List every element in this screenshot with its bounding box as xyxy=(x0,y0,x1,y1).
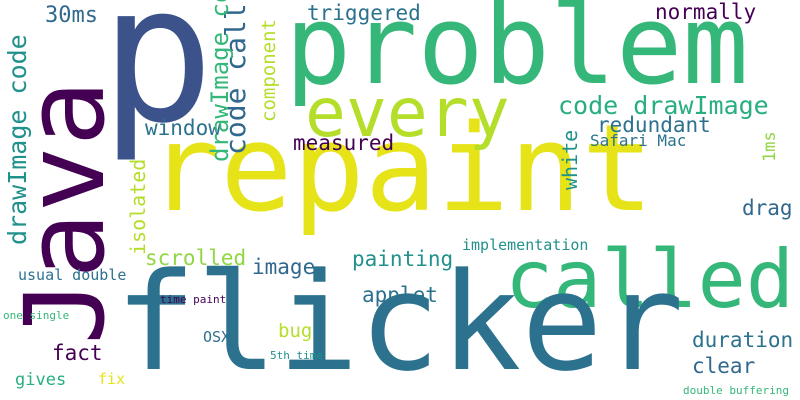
word-white: white xyxy=(558,129,582,190)
word-time-paint: time paint xyxy=(160,293,227,306)
word-usual-double: usual double xyxy=(18,266,127,284)
word-triggered: triggered xyxy=(307,1,421,25)
word-safari-mac: Safari Mac xyxy=(590,131,687,150)
word-called: called xyxy=(505,233,794,326)
word-code-drawimage: code drawImage xyxy=(558,91,769,120)
word-drawimage-code: drawImage code xyxy=(206,0,234,162)
word-redundant: redundant xyxy=(597,113,711,137)
word-isolated: isolated xyxy=(126,158,150,255)
word-p: p xyxy=(100,0,215,165)
word-painting: painting xyxy=(352,247,454,271)
word-fix: fix xyxy=(98,370,126,388)
word-30ms: 30ms xyxy=(45,3,98,28)
word-problem: problem xyxy=(285,0,749,109)
word-scrolled: scrolled xyxy=(145,246,247,270)
word-osx: OSX xyxy=(203,328,231,346)
word-1ms: 1ms xyxy=(760,131,780,162)
word-gives: gives xyxy=(15,370,67,390)
word-clear: clear xyxy=(692,354,756,378)
word-bug: bug xyxy=(278,320,313,342)
word-5th-time: 5th time xyxy=(270,349,323,362)
word-drawimage-code: drawImage code xyxy=(3,34,32,245)
word-drag: drag xyxy=(742,196,793,220)
word-one-single: one single xyxy=(3,309,70,322)
word-window: window xyxy=(145,116,221,140)
word-image: image xyxy=(252,255,316,279)
word-fact: fact xyxy=(52,341,103,365)
word-implementation: implementation xyxy=(462,236,589,254)
word-component: component xyxy=(258,19,280,122)
word-normally: normally xyxy=(655,0,757,24)
word-flicker: flicker xyxy=(115,244,684,400)
word-measured: measured xyxy=(293,131,395,155)
word-double-buffering: double buffering xyxy=(683,384,789,397)
word-duration: duration xyxy=(692,328,794,352)
word-every: every xyxy=(305,74,510,153)
word-repaint: repaint xyxy=(148,100,654,239)
word-applet: applet xyxy=(362,283,438,307)
